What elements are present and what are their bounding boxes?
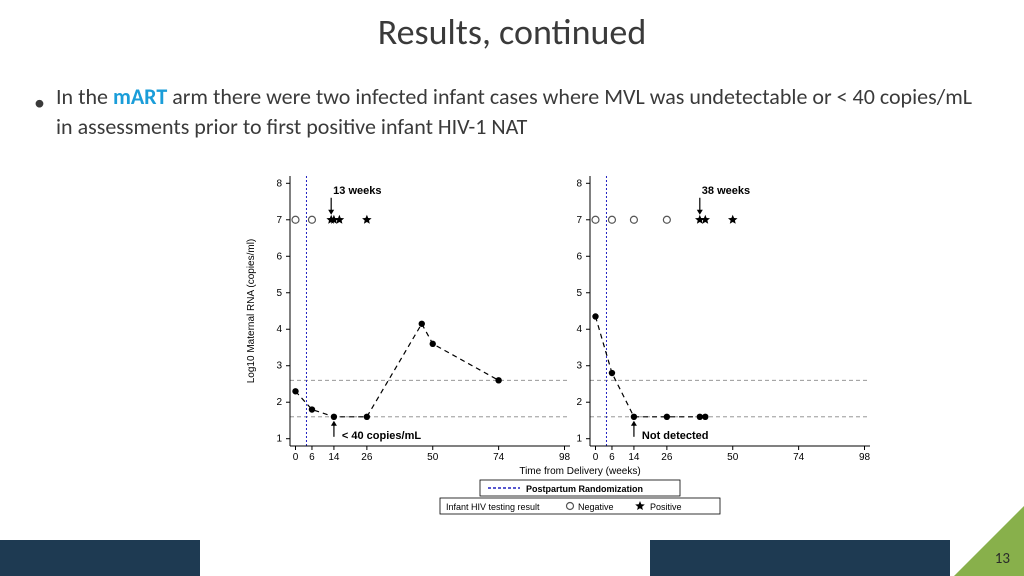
charts-svg: 1234567806142650749813 weeks< 40 copies/… <box>232 168 934 520</box>
bullet-marker: • <box>34 88 45 118</box>
svg-text:7: 7 <box>276 215 282 226</box>
svg-text:7: 7 <box>576 215 582 226</box>
footer-triangle <box>954 506 1024 576</box>
svg-text:3: 3 <box>576 361 582 372</box>
svg-text:14: 14 <box>628 452 640 463</box>
svg-text:8: 8 <box>576 178 582 189</box>
svg-text:6: 6 <box>576 251 582 262</box>
svg-text:98: 98 <box>859 452 871 463</box>
svg-text:5: 5 <box>576 288 582 299</box>
page-number: 13 <box>995 550 1010 568</box>
footer-bar-left <box>0 540 200 576</box>
svg-text:0: 0 <box>593 452 599 463</box>
charts-panel: 1234567806142650749813 weeks< 40 copies/… <box>232 168 934 508</box>
svg-text:2: 2 <box>576 397 582 408</box>
svg-text:6: 6 <box>609 452 615 463</box>
svg-text:50: 50 <box>727 452 739 463</box>
svg-text:26: 26 <box>661 452 673 463</box>
svg-text:1: 1 <box>576 434 582 445</box>
svg-text:1: 1 <box>276 434 282 445</box>
svg-text:< 40 copies/mL: < 40 copies/mL <box>342 430 421 442</box>
svg-text:Positive: Positive <box>650 502 682 512</box>
svg-text:13 weeks: 13 weeks <box>333 185 381 197</box>
svg-text:Not detected: Not detected <box>642 430 709 442</box>
svg-text:Infant HIV testing result: Infant HIV testing result <box>446 502 540 512</box>
footer-bar-right <box>650 540 950 576</box>
svg-text:6: 6 <box>309 452 315 463</box>
bullet-pre: In the <box>56 83 113 110</box>
svg-text:74: 74 <box>493 452 505 463</box>
svg-text:2: 2 <box>276 397 282 408</box>
svg-text:Log10 Maternal RNA (copies/ml): Log10 Maternal RNA (copies/ml) <box>246 239 257 384</box>
svg-text:Postpartum Randomization: Postpartum Randomization <box>526 484 643 494</box>
svg-text:98: 98 <box>559 452 571 463</box>
svg-text:6: 6 <box>276 251 282 262</box>
svg-text:Negative: Negative <box>578 502 614 512</box>
svg-text:3: 3 <box>276 361 282 372</box>
svg-text:Time from Delivery (weeks): Time from Delivery (weeks) <box>519 466 640 477</box>
bullet-text: • In the mART arm there were two infecte… <box>56 82 976 141</box>
svg-text:74: 74 <box>793 452 805 463</box>
bullet-emph: mART <box>113 83 167 110</box>
svg-text:8: 8 <box>276 178 282 189</box>
svg-text:26: 26 <box>361 452 373 463</box>
svg-text:38 weeks: 38 weeks <box>702 185 750 197</box>
svg-text:5: 5 <box>276 288 282 299</box>
svg-text:0: 0 <box>293 452 299 463</box>
page-title: Results, continued <box>0 10 1024 54</box>
svg-text:50: 50 <box>427 452 439 463</box>
svg-text:14: 14 <box>328 452 340 463</box>
svg-text:4: 4 <box>576 324 582 335</box>
svg-text:4: 4 <box>276 324 282 335</box>
bullet-post: arm there were two infected infant cases… <box>56 83 972 140</box>
